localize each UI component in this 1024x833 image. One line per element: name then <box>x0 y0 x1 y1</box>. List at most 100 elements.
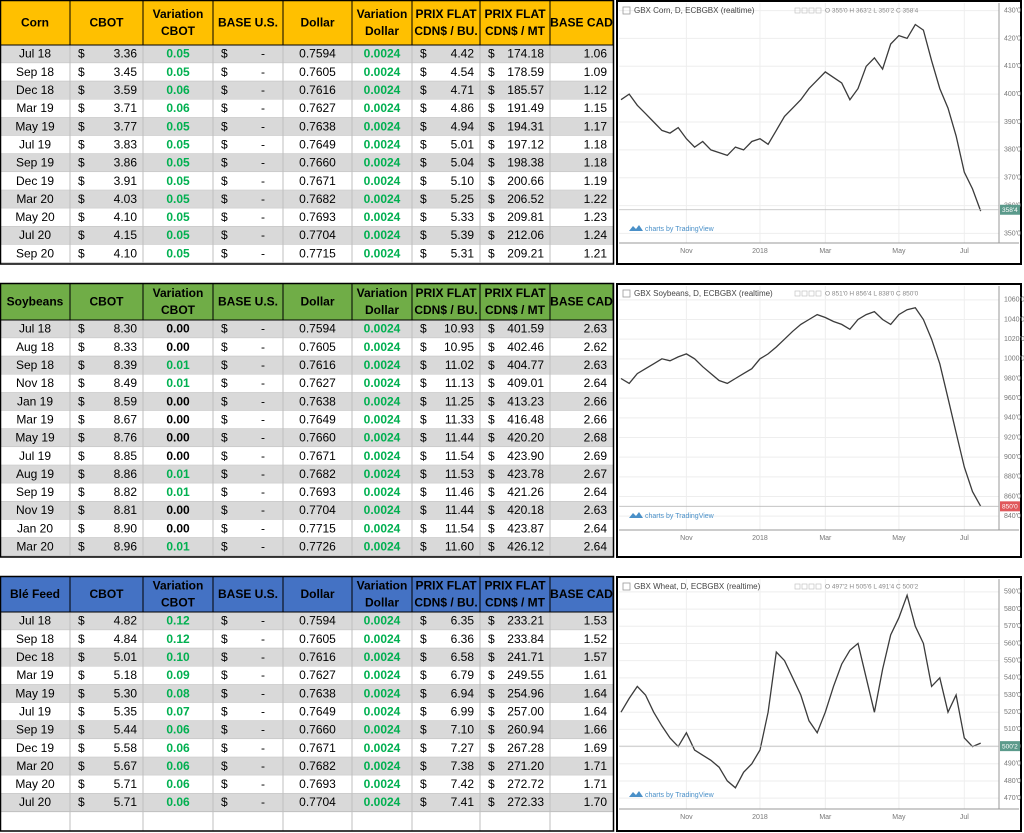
cell: 178.59 <box>507 65 544 79</box>
cell: 191.49 <box>507 101 544 115</box>
row-background <box>1 702 613 721</box>
row-background <box>1 172 613 191</box>
variation-cell: 0.00 <box>166 503 190 517</box>
cell: 2.63 <box>584 503 608 517</box>
cell: 5.01 <box>451 137 475 151</box>
variation-cell: 0.05 <box>166 47 190 61</box>
y-tick-label: 400'0 <box>1004 91 1021 98</box>
currency-sign: $ <box>420 431 427 445</box>
cell: - <box>261 358 265 372</box>
currency-sign: $ <box>488 65 495 79</box>
cell: 5.04 <box>451 156 475 170</box>
cell: 4.54 <box>451 65 475 79</box>
currency-sign: $ <box>221 156 228 170</box>
y-tick-label: 940'0 <box>1004 415 1021 422</box>
currency-sign: $ <box>78 101 85 115</box>
cell: 257.00 <box>507 704 544 718</box>
row-background <box>1 483 613 502</box>
tradingview-logo <box>629 225 643 231</box>
currency-sign: $ <box>221 759 228 773</box>
variation-cell: 0.12 <box>166 632 190 646</box>
currency-sign: $ <box>488 741 495 755</box>
currency-sign: $ <box>78 137 85 151</box>
header-label: BASE U.S. <box>218 295 278 309</box>
x-tick-label: Nov <box>680 814 693 821</box>
cell: Sep 19 <box>16 485 54 499</box>
cell: 0.7605 <box>299 340 336 354</box>
cell: 1.19 <box>584 174 608 188</box>
currency-sign: $ <box>420 467 427 481</box>
y-tick-label: 510'0 <box>1004 726 1021 733</box>
currency-sign: $ <box>488 174 495 188</box>
cell: 421.26 <box>507 485 544 499</box>
last-price-label: 850'0 <box>1002 504 1018 511</box>
cell: 0.7638 <box>299 686 336 700</box>
cell: Mar 20 <box>16 759 54 773</box>
cell: 5.35 <box>114 704 138 718</box>
currency-sign: $ <box>488 614 495 628</box>
cell: 0.7660 <box>299 723 336 737</box>
cell: 3.71 <box>114 101 138 115</box>
currency-sign: $ <box>78 686 85 700</box>
symbol-icon <box>622 582 631 591</box>
currency-sign: $ <box>78 540 85 554</box>
variation-cell: 0.0024 <box>364 650 401 664</box>
cell: Nov 18 <box>16 376 54 390</box>
cell: Jan 20 <box>17 521 53 535</box>
header-label: CBOT <box>90 16 125 30</box>
cell: 1.57 <box>584 650 608 664</box>
variation-cell: 0.0024 <box>364 340 401 354</box>
cell: 1.70 <box>584 795 608 809</box>
cell: 0.7693 <box>299 777 336 791</box>
cell: 0.7682 <box>299 759 336 773</box>
variation-cell: 0.05 <box>166 137 190 151</box>
cell: 1.18 <box>584 156 608 170</box>
cell: 3.77 <box>114 119 138 133</box>
cell: 413.23 <box>507 394 544 408</box>
currency-sign: $ <box>78 467 85 481</box>
cell: 0.7660 <box>299 431 336 445</box>
header-label: BASE U.S. <box>218 16 278 30</box>
cell: 8.86 <box>114 467 138 481</box>
variation-cell: 0.05 <box>166 174 190 188</box>
currency-sign: $ <box>420 228 427 242</box>
currency-sign: $ <box>221 686 228 700</box>
cell: 426.12 <box>507 540 544 554</box>
cell: 0.7649 <box>299 137 336 151</box>
currency-sign: $ <box>420 503 427 517</box>
row-background <box>1 684 613 703</box>
row-background <box>1 465 613 484</box>
cell: 0.7715 <box>299 521 336 535</box>
currency-sign: $ <box>420 449 427 463</box>
x-tick-label: Nov <box>680 248 693 255</box>
currency-sign: $ <box>420 156 427 170</box>
cell: 5.31 <box>451 246 475 260</box>
currency-sign: $ <box>221 192 228 206</box>
y-tick-label: 470'0 <box>1004 795 1021 802</box>
header-label: Dollar <box>300 295 334 309</box>
variation-cell: 0.0024 <box>364 137 401 151</box>
currency-sign: $ <box>420 759 427 773</box>
variation-cell: 0.00 <box>166 521 190 535</box>
y-tick-label: 390'0 <box>1004 119 1021 126</box>
y-tick-label: 570'0 <box>1004 623 1021 630</box>
x-tick-label: Mar <box>819 814 832 821</box>
cell: Jul 18 <box>19 47 51 61</box>
currency-sign: $ <box>221 431 228 445</box>
currency-sign: $ <box>488 412 495 426</box>
toolbar-icon <box>801 7 808 14</box>
cell: 5.58 <box>114 741 138 755</box>
cell: 1.24 <box>584 228 608 242</box>
row-background <box>1 793 613 812</box>
cell: 2.63 <box>584 358 608 372</box>
cell: May 19 <box>15 686 55 700</box>
cell: 271.20 <box>507 759 544 773</box>
currency-sign: $ <box>78 394 85 408</box>
cell: 404.77 <box>507 358 544 372</box>
currency-sign: $ <box>221 467 228 481</box>
header-label: Dollar <box>365 24 399 38</box>
cell: - <box>261 540 265 554</box>
currency-sign: $ <box>221 412 228 426</box>
cell: 5.30 <box>114 686 138 700</box>
